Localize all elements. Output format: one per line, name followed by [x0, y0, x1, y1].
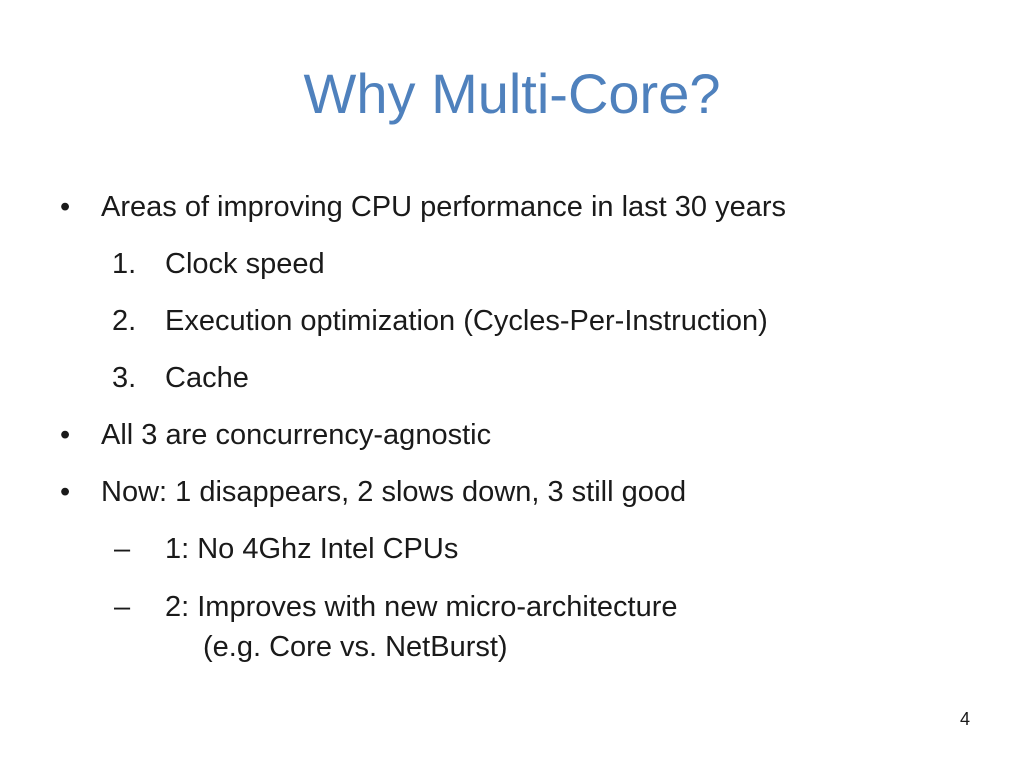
dash-marker: –	[114, 533, 131, 565]
dash-text: 2: Improves with new micro-architecture	[165, 591, 678, 623]
number-marker: 2.	[112, 305, 137, 337]
dash-item-continuation: (e.g. Core vs. NetBurst)	[0, 630, 1024, 664]
dash-item: – 1: No 4Ghz Intel CPUs	[0, 532, 1024, 566]
dash-marker: –	[114, 591, 131, 623]
bullet-marker: •	[60, 191, 71, 223]
bullet-item: • Areas of improving CPU performance in …	[0, 190, 1024, 224]
dash-text: 1: No 4Ghz Intel CPUs	[165, 533, 459, 565]
number-marker: 1.	[112, 248, 137, 280]
numbered-item: 1. Clock speed	[0, 247, 1024, 281]
bullet-text: All 3 are concurrency-agnostic	[101, 419, 492, 451]
numbered-item: 3. Cache	[0, 361, 1024, 395]
numbered-text: Cache	[165, 362, 249, 394]
bullet-text: Areas of improving CPU performance in la…	[101, 191, 787, 223]
slide-title: Why Multi-Core?	[303, 62, 721, 125]
number-marker: 3.	[112, 362, 137, 394]
dash-item: – 2: Improves with new micro-architectur…	[0, 590, 1024, 624]
bullet-marker: •	[60, 476, 71, 508]
bullet-text: Now: 1 disappears, 2 slows down, 3 still…	[101, 476, 687, 508]
dash-continuation-text: (e.g. Core vs. NetBurst)	[203, 631, 508, 663]
page-number: 4	[959, 709, 970, 729]
bullet-marker: •	[60, 419, 71, 451]
bullet-item: • Now: 1 disappears, 2 slows down, 3 sti…	[0, 475, 1024, 509]
numbered-text: Clock speed	[165, 248, 325, 280]
bullet-item: • All 3 are concurrency-agnostic	[0, 418, 1024, 452]
numbered-text: Execution optimization (Cycles-Per-Instr…	[165, 305, 768, 337]
numbered-item: 2. Execution optimization (Cycles-Per-In…	[0, 304, 1024, 338]
